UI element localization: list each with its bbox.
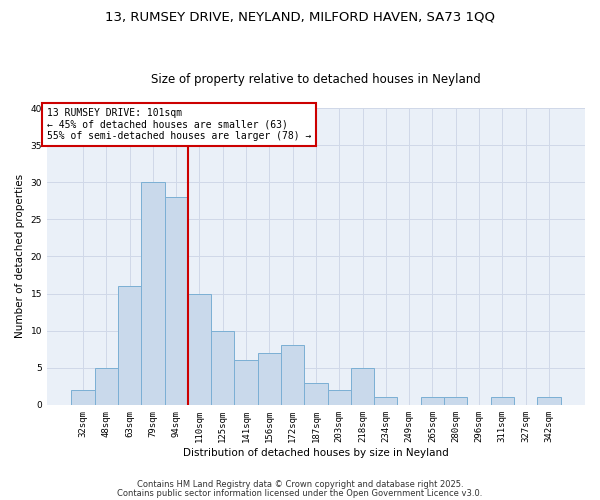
Title: Size of property relative to detached houses in Neyland: Size of property relative to detached ho…	[151, 73, 481, 86]
Bar	[71, 390, 95, 405]
Bar	[537, 398, 560, 405]
Bar	[304, 382, 328, 405]
Bar	[444, 398, 467, 405]
Text: Contains HM Land Registry data © Crown copyright and database right 2025.: Contains HM Land Registry data © Crown c…	[137, 480, 463, 489]
Bar	[351, 368, 374, 405]
Bar	[188, 294, 211, 405]
Bar	[421, 398, 444, 405]
X-axis label: Distribution of detached houses by size in Neyland: Distribution of detached houses by size …	[183, 448, 449, 458]
Bar	[211, 330, 235, 405]
Text: 13, RUMSEY DRIVE, NEYLAND, MILFORD HAVEN, SA73 1QQ: 13, RUMSEY DRIVE, NEYLAND, MILFORD HAVEN…	[105, 10, 495, 23]
Bar	[95, 368, 118, 405]
Bar	[258, 353, 281, 405]
Bar	[374, 398, 397, 405]
Text: 13 RUMSEY DRIVE: 101sqm
← 45% of detached houses are smaller (63)
55% of semi-de: 13 RUMSEY DRIVE: 101sqm ← 45% of detache…	[47, 108, 311, 141]
Bar	[141, 182, 164, 405]
Bar	[235, 360, 258, 405]
Bar	[118, 286, 141, 405]
Bar	[491, 398, 514, 405]
Bar	[328, 390, 351, 405]
Y-axis label: Number of detached properties: Number of detached properties	[15, 174, 25, 338]
Bar	[281, 346, 304, 405]
Text: Contains public sector information licensed under the Open Government Licence v3: Contains public sector information licen…	[118, 489, 482, 498]
Bar	[164, 197, 188, 405]
